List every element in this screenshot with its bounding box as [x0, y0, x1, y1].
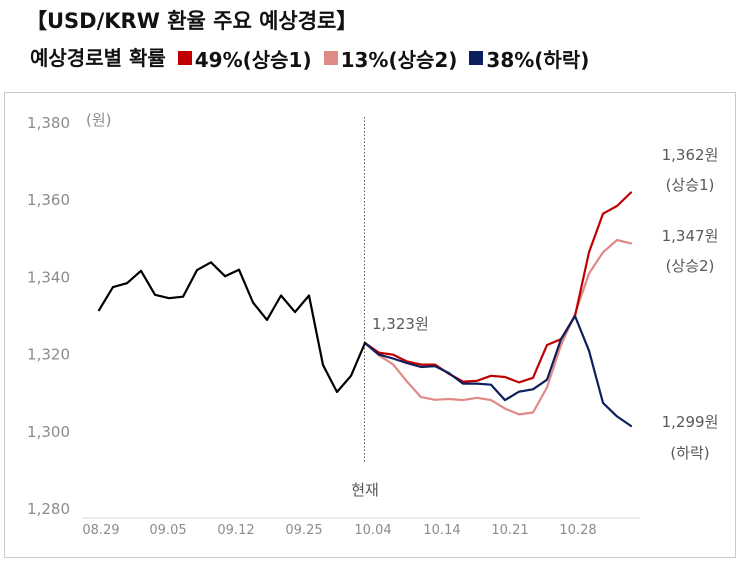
end-value-down: 1,299원 — [662, 413, 719, 431]
x-tick-label: 09.05 — [149, 523, 186, 538]
legend-label-up1: 49%(상승1) — [194, 47, 312, 72]
y-tick-label: 1,360 — [27, 191, 70, 209]
y-tick-label: 1,320 — [27, 346, 70, 364]
y-tick-label: 1,280 — [27, 500, 70, 518]
y-tick-label: 1,300 — [27, 423, 70, 441]
legend-swatch-down — [469, 51, 484, 65]
legend-item-up1: 49%(상승1) — [173, 44, 312, 73]
chart-panel — [4, 92, 736, 558]
y-axis-unit: (원) — [86, 111, 112, 129]
legend-swatch-up1 — [177, 51, 192, 65]
x-tick-label: 10.14 — [423, 523, 460, 538]
end-value-up2: 1,347원 — [662, 227, 719, 245]
legend-label-up2: 13%(상승2) — [340, 47, 458, 72]
x-tick-label: 10.28 — [559, 523, 596, 538]
legend-swatch-up2 — [323, 51, 338, 65]
end-value-up1: 1,362원 — [662, 146, 719, 164]
end-name-up1: (상승1) — [666, 176, 715, 194]
end-name-down: (하락) — [670, 444, 709, 462]
y-tick-label: 1,380 — [27, 114, 70, 132]
x-tick-label: 09.25 — [285, 523, 322, 538]
y-tick-label: 1,340 — [27, 268, 70, 286]
x-tick-label: 10.21 — [491, 523, 528, 538]
x-tick-label: 08.29 — [82, 523, 119, 538]
x-tick-label: 09.12 — [217, 523, 254, 538]
chart-title: 【USD/KRW 환율 주요 예상경로】 — [26, 9, 358, 33]
x-tick-label: 10.04 — [354, 523, 391, 538]
current-value-label: 1,323원 — [372, 315, 429, 333]
historical-line — [97, 261, 367, 394]
series-up1-line — [363, 191, 633, 384]
legend-label-down: 38%(하락) — [486, 47, 590, 72]
series-down-line — [363, 314, 633, 428]
legend-item-down: 38%(하락) — [464, 44, 589, 73]
series-up2-line — [363, 238, 633, 416]
legend: 예상경로별 확률 49%(상승1) 13%(상승2) 38%(하락) — [30, 42, 589, 73]
end-name-up2: (상승2) — [666, 257, 715, 275]
legend-prefix: 예상경로별 확률 — [30, 46, 166, 70]
legend-item-up2: 13%(상승2) — [319, 44, 458, 73]
current-label: 현재 — [351, 481, 379, 499]
